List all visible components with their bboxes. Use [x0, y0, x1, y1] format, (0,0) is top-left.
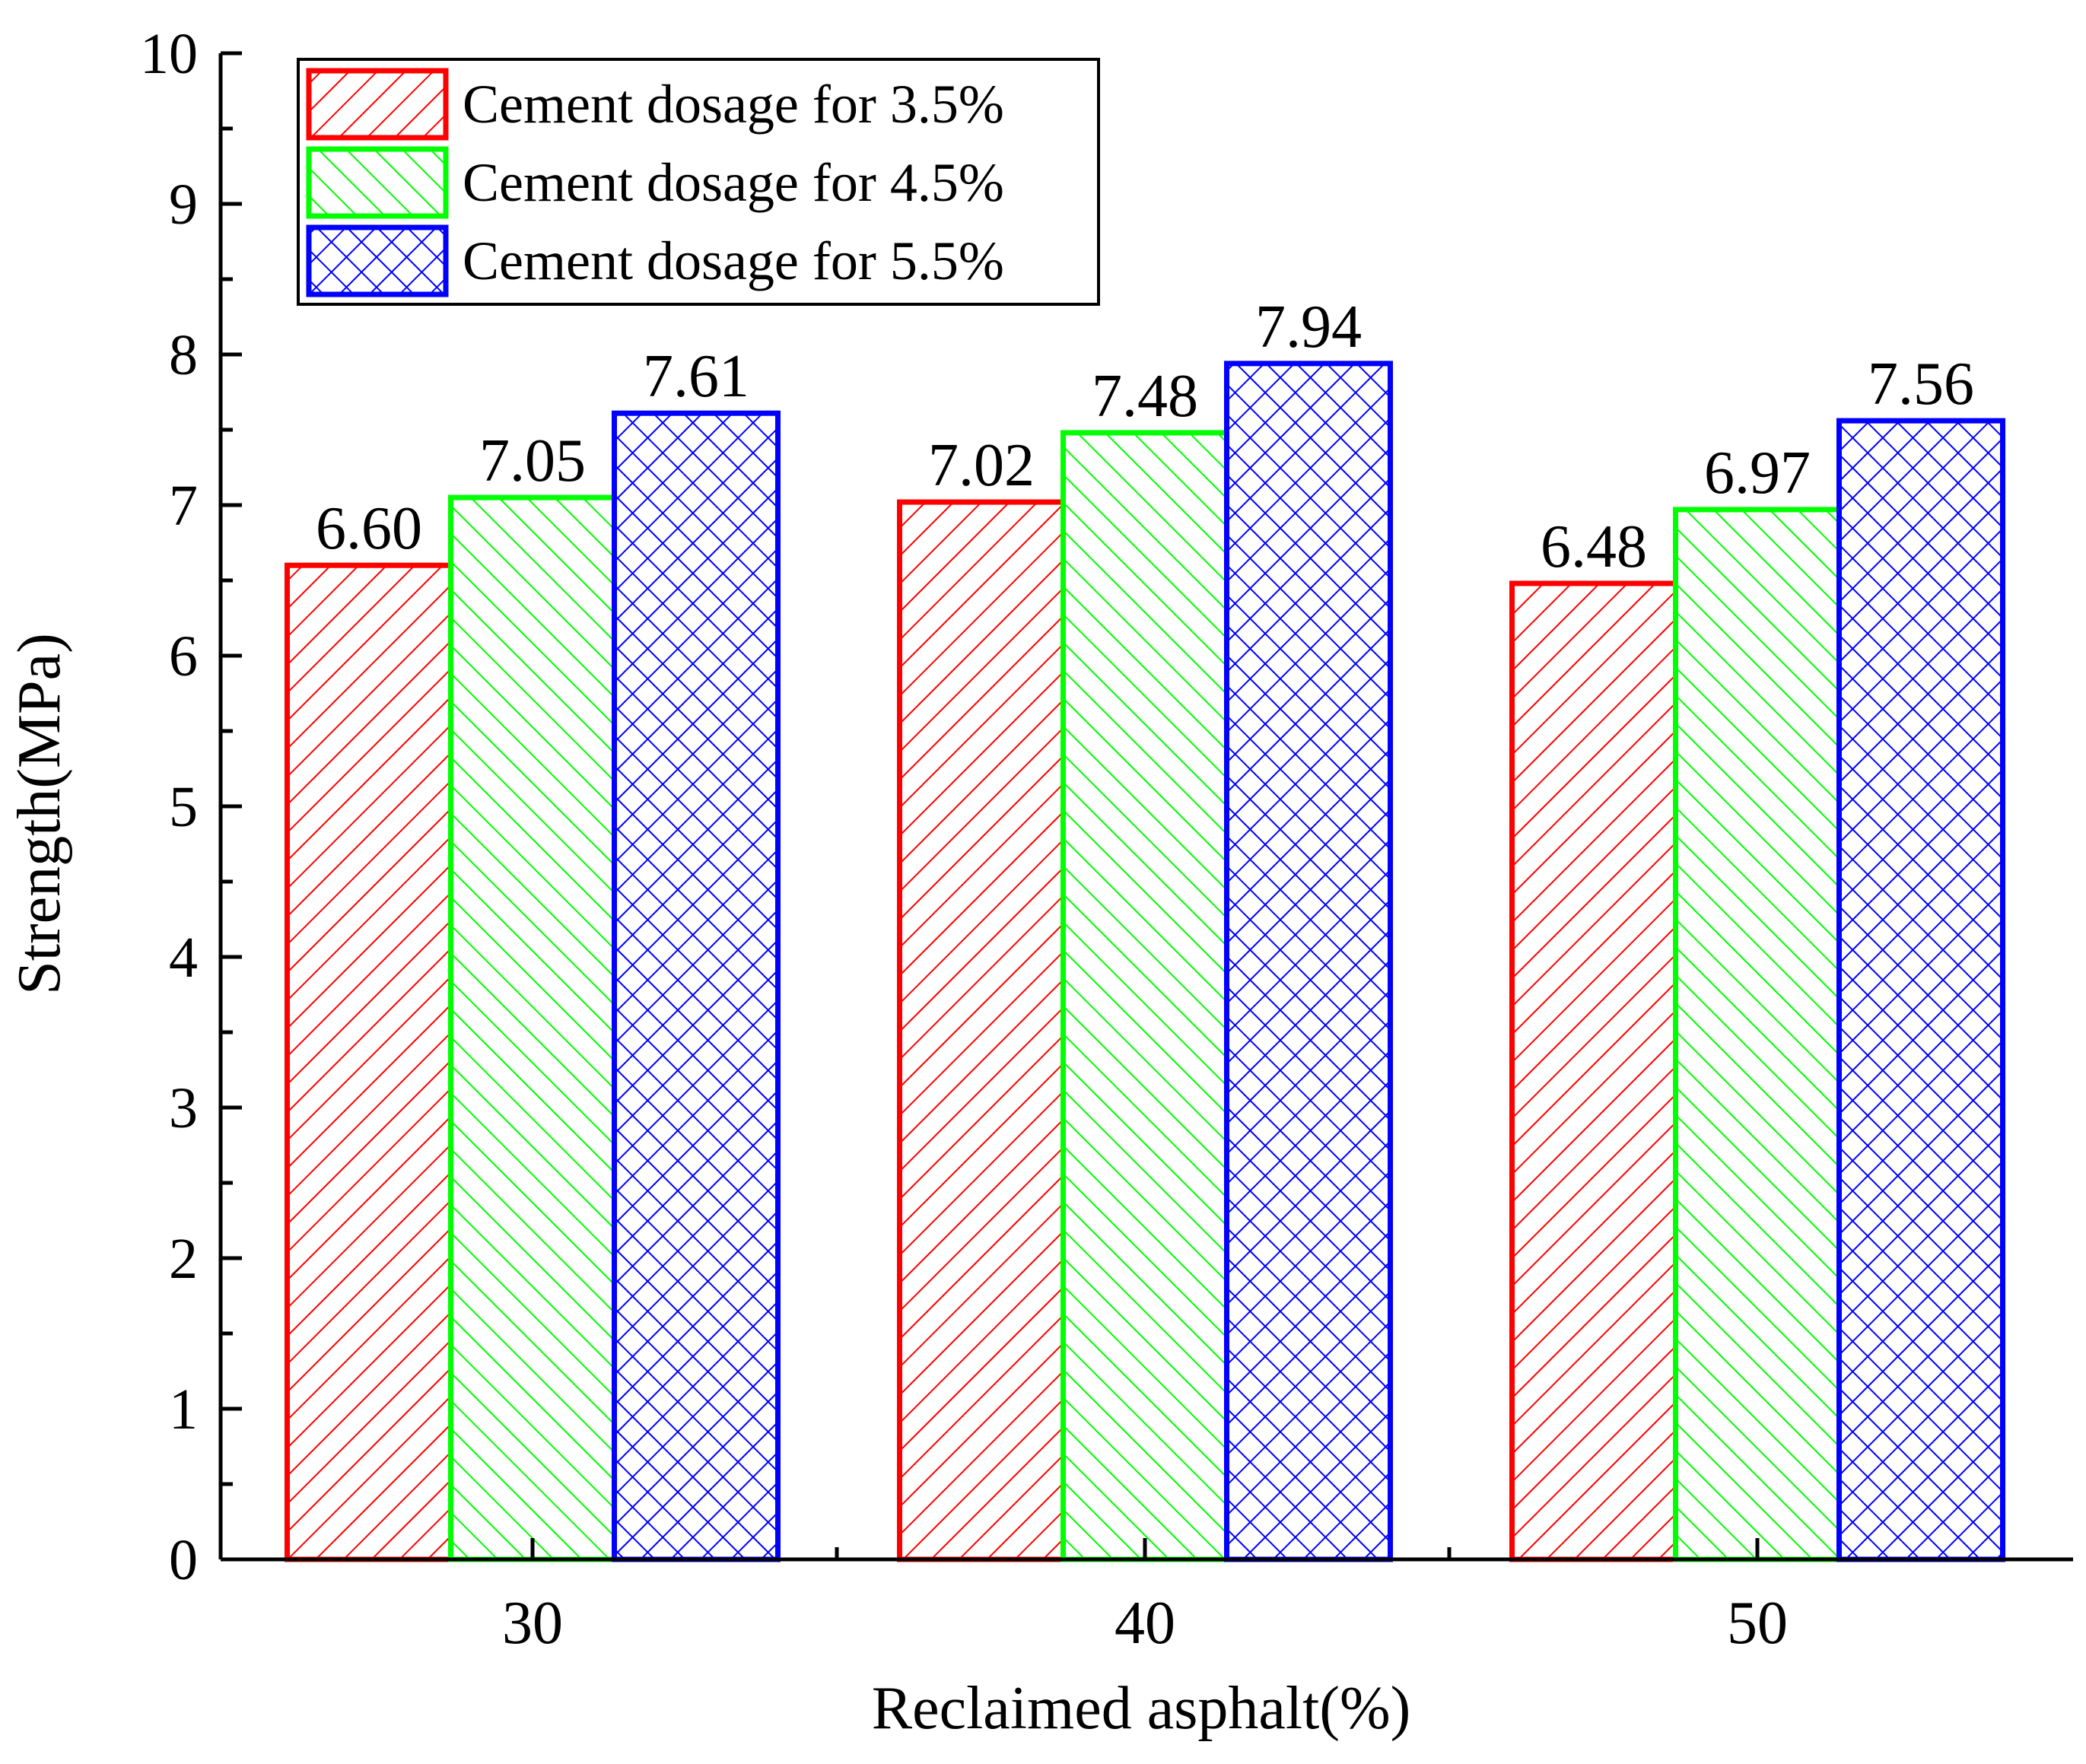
legend-label-series-2: Cement dosage for 4.5% [463, 152, 1004, 213]
y-tick-label-7: 7 [169, 474, 198, 538]
data-label-40-series-1: 7.02 [928, 432, 1035, 499]
value-labels-layer: 6.60 7.05 7.61 7.02 7.48 7.94 6.48 6.97 7.56 [316, 294, 1974, 580]
y-tick-label-2: 2 [169, 1227, 198, 1291]
bar-30-series-3 [612, 410, 781, 1562]
data-label-50-series-2: 6.97 [1704, 440, 1811, 507]
data-label-30-series-2: 7.05 [479, 427, 586, 494]
y-tick-label-5: 5 [169, 775, 198, 839]
bar-50-series-1 [1509, 580, 1678, 1562]
data-label-30-series-1: 6.60 [316, 495, 422, 562]
bar-40-series-1 [897, 499, 1066, 1562]
x-axis-title: Reclaimed asphalt(%) [872, 1675, 1411, 1742]
bar-50-series-2 [1673, 507, 1842, 1562]
y-tick-label-3: 3 [169, 1076, 198, 1140]
data-label-30-series-3: 7.61 [643, 343, 749, 410]
bar-50-series-3 [1836, 418, 2005, 1562]
y-tick-label-0: 0 [169, 1528, 198, 1592]
legend-label-series-1: Cement dosage for 3.5% [463, 74, 1004, 135]
data-label-40-series-3: 7.94 [1255, 294, 1362, 361]
y-tick-label-8: 8 [169, 323, 198, 387]
y-tick-label-9: 9 [169, 173, 198, 237]
data-label-50-series-3: 7.56 [1868, 351, 1974, 418]
x-tick-label-50: 50 [1727, 1590, 1788, 1657]
legend-swatch-series-3 [306, 224, 449, 297]
y-tick-label-1: 1 [169, 1378, 198, 1441]
x-axis: 30 40 50 [221, 1538, 2073, 1657]
x-tick-label-40: 40 [1115, 1590, 1175, 1657]
legend: Cement dosage for 3.5% Cement dosage for … [297, 58, 1100, 306]
bar-30-series-1 [285, 562, 453, 1562]
bars-layer [285, 361, 2005, 1562]
data-label-40-series-2: 7.48 [1092, 363, 1198, 430]
y-tick-label-4: 4 [169, 926, 198, 990]
legend-swatch-series-2 [306, 146, 449, 219]
y-axis: 0 1 2 3 4 5 6 7 8 9 10 [140, 22, 242, 1592]
x-tick-label-30: 30 [502, 1590, 563, 1657]
bar-30-series-2 [448, 494, 617, 1562]
y-tick-label-10: 10 [140, 22, 198, 86]
bar-40-series-2 [1060, 430, 1229, 1562]
y-tick-label-6: 6 [169, 625, 198, 688]
bar-40-series-3 [1224, 361, 1393, 1562]
y-axis-title: Strength(MPa) [6, 633, 73, 995]
legend-swatch-series-1 [306, 68, 449, 141]
legend-label-series-3: Cement dosage for 5.5% [463, 230, 1004, 291]
data-label-50-series-1: 6.48 [1541, 513, 1647, 580]
